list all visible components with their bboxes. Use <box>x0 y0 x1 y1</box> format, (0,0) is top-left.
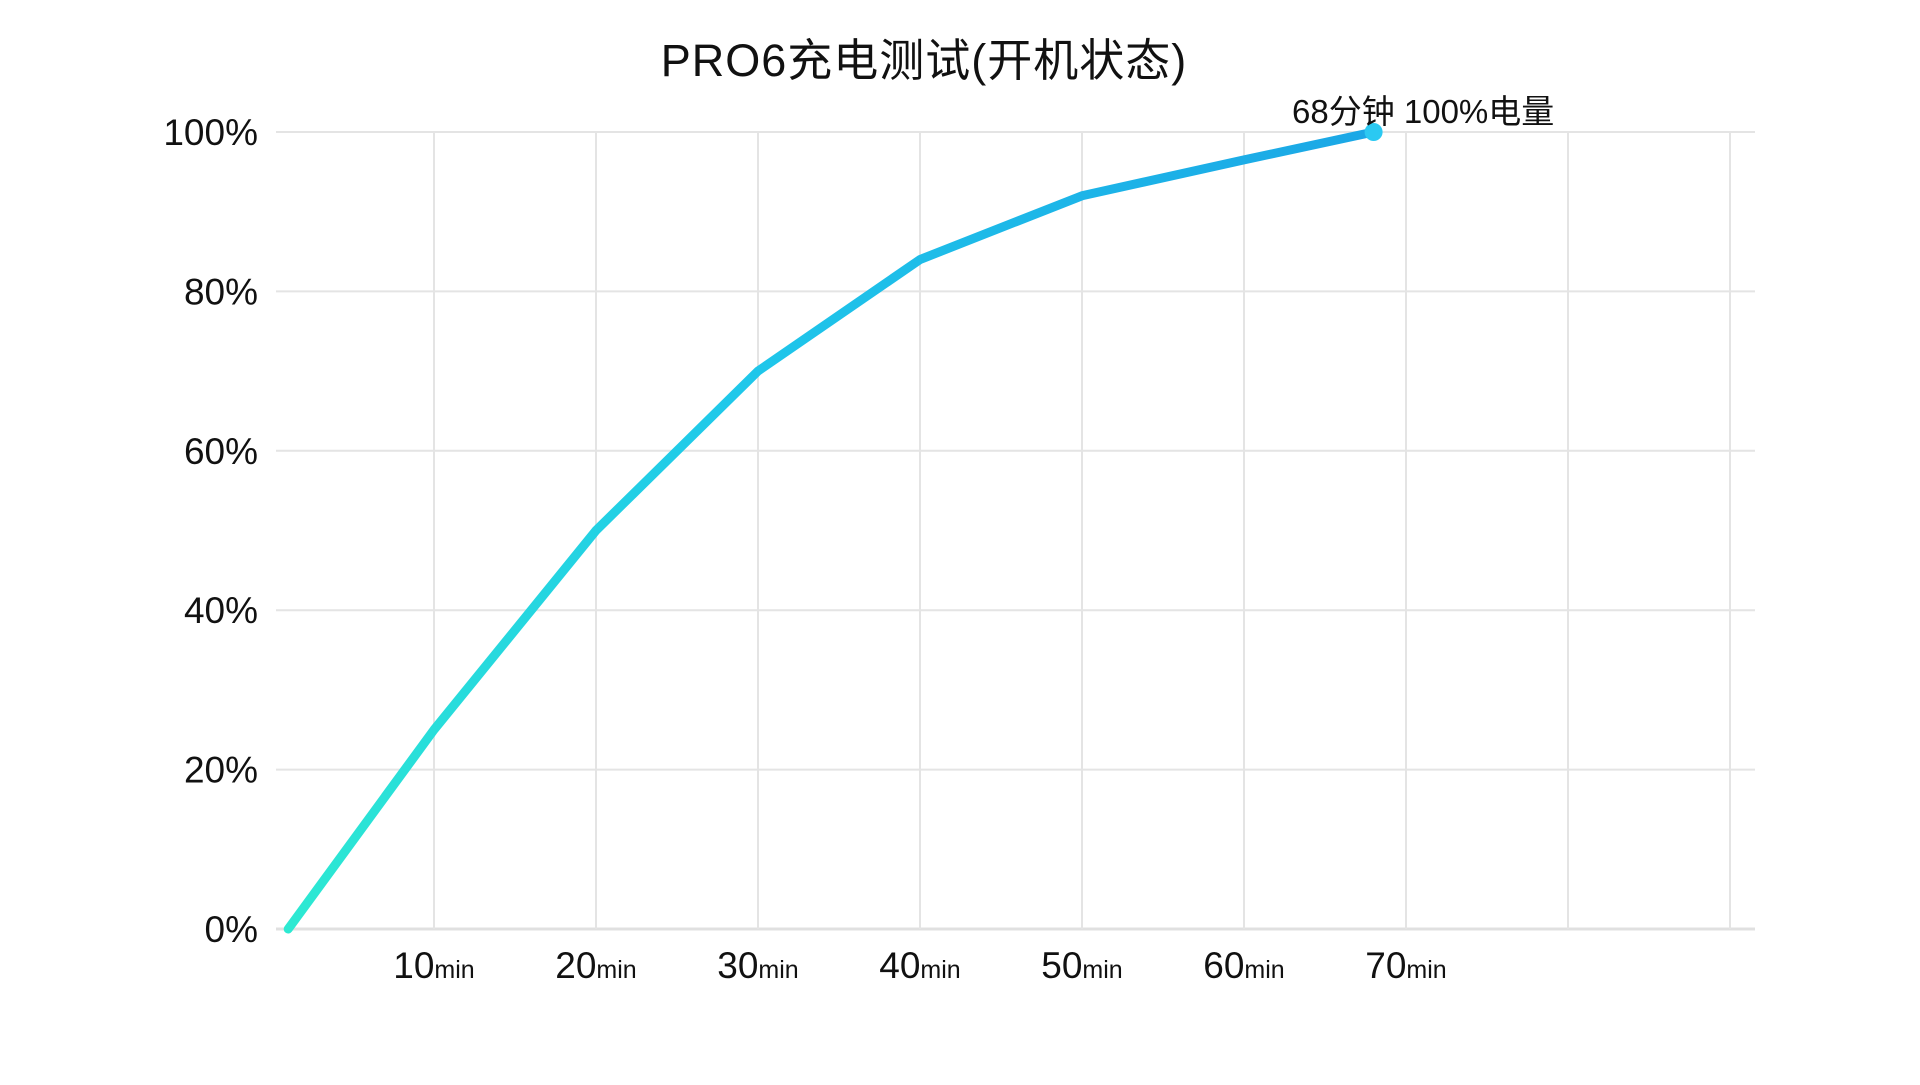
gridlines <box>276 131 1755 931</box>
y-tick-label-20: 20% <box>184 750 258 791</box>
y-tick-label-0: 0% <box>205 909 258 950</box>
x-tick-label-60: 60min <box>1203 945 1284 986</box>
x-tick-label-40: 40min <box>879 945 960 986</box>
x-tick-label-50: 50min <box>1041 945 1122 986</box>
x-tick-label-20: 20min <box>555 945 636 986</box>
y-tick-label-40: 40% <box>184 590 258 631</box>
x-tick-label-70: 70min <box>1365 945 1446 986</box>
charge-series <box>283 123 1383 934</box>
chart-title: PRO6充电测试(开机状态) <box>660 35 1188 86</box>
y-tick-label-100: 100% <box>163 112 258 153</box>
endpoint-annotation: 68分钟 100%电量 <box>1292 93 1554 130</box>
charge-line <box>283 127 1379 934</box>
endpoint-dot <box>1364 123 1383 141</box>
x-tick-label-10: 10min <box>393 945 474 986</box>
axis-labels: 0% 20% 40% 60% 80% 100% 10min 20min 30min 40min 50… <box>163 112 1446 986</box>
x-tick-label-30: 30min <box>717 945 798 986</box>
y-tick-label-80: 80% <box>184 271 258 312</box>
y-tick-label-60: 60% <box>184 431 258 472</box>
